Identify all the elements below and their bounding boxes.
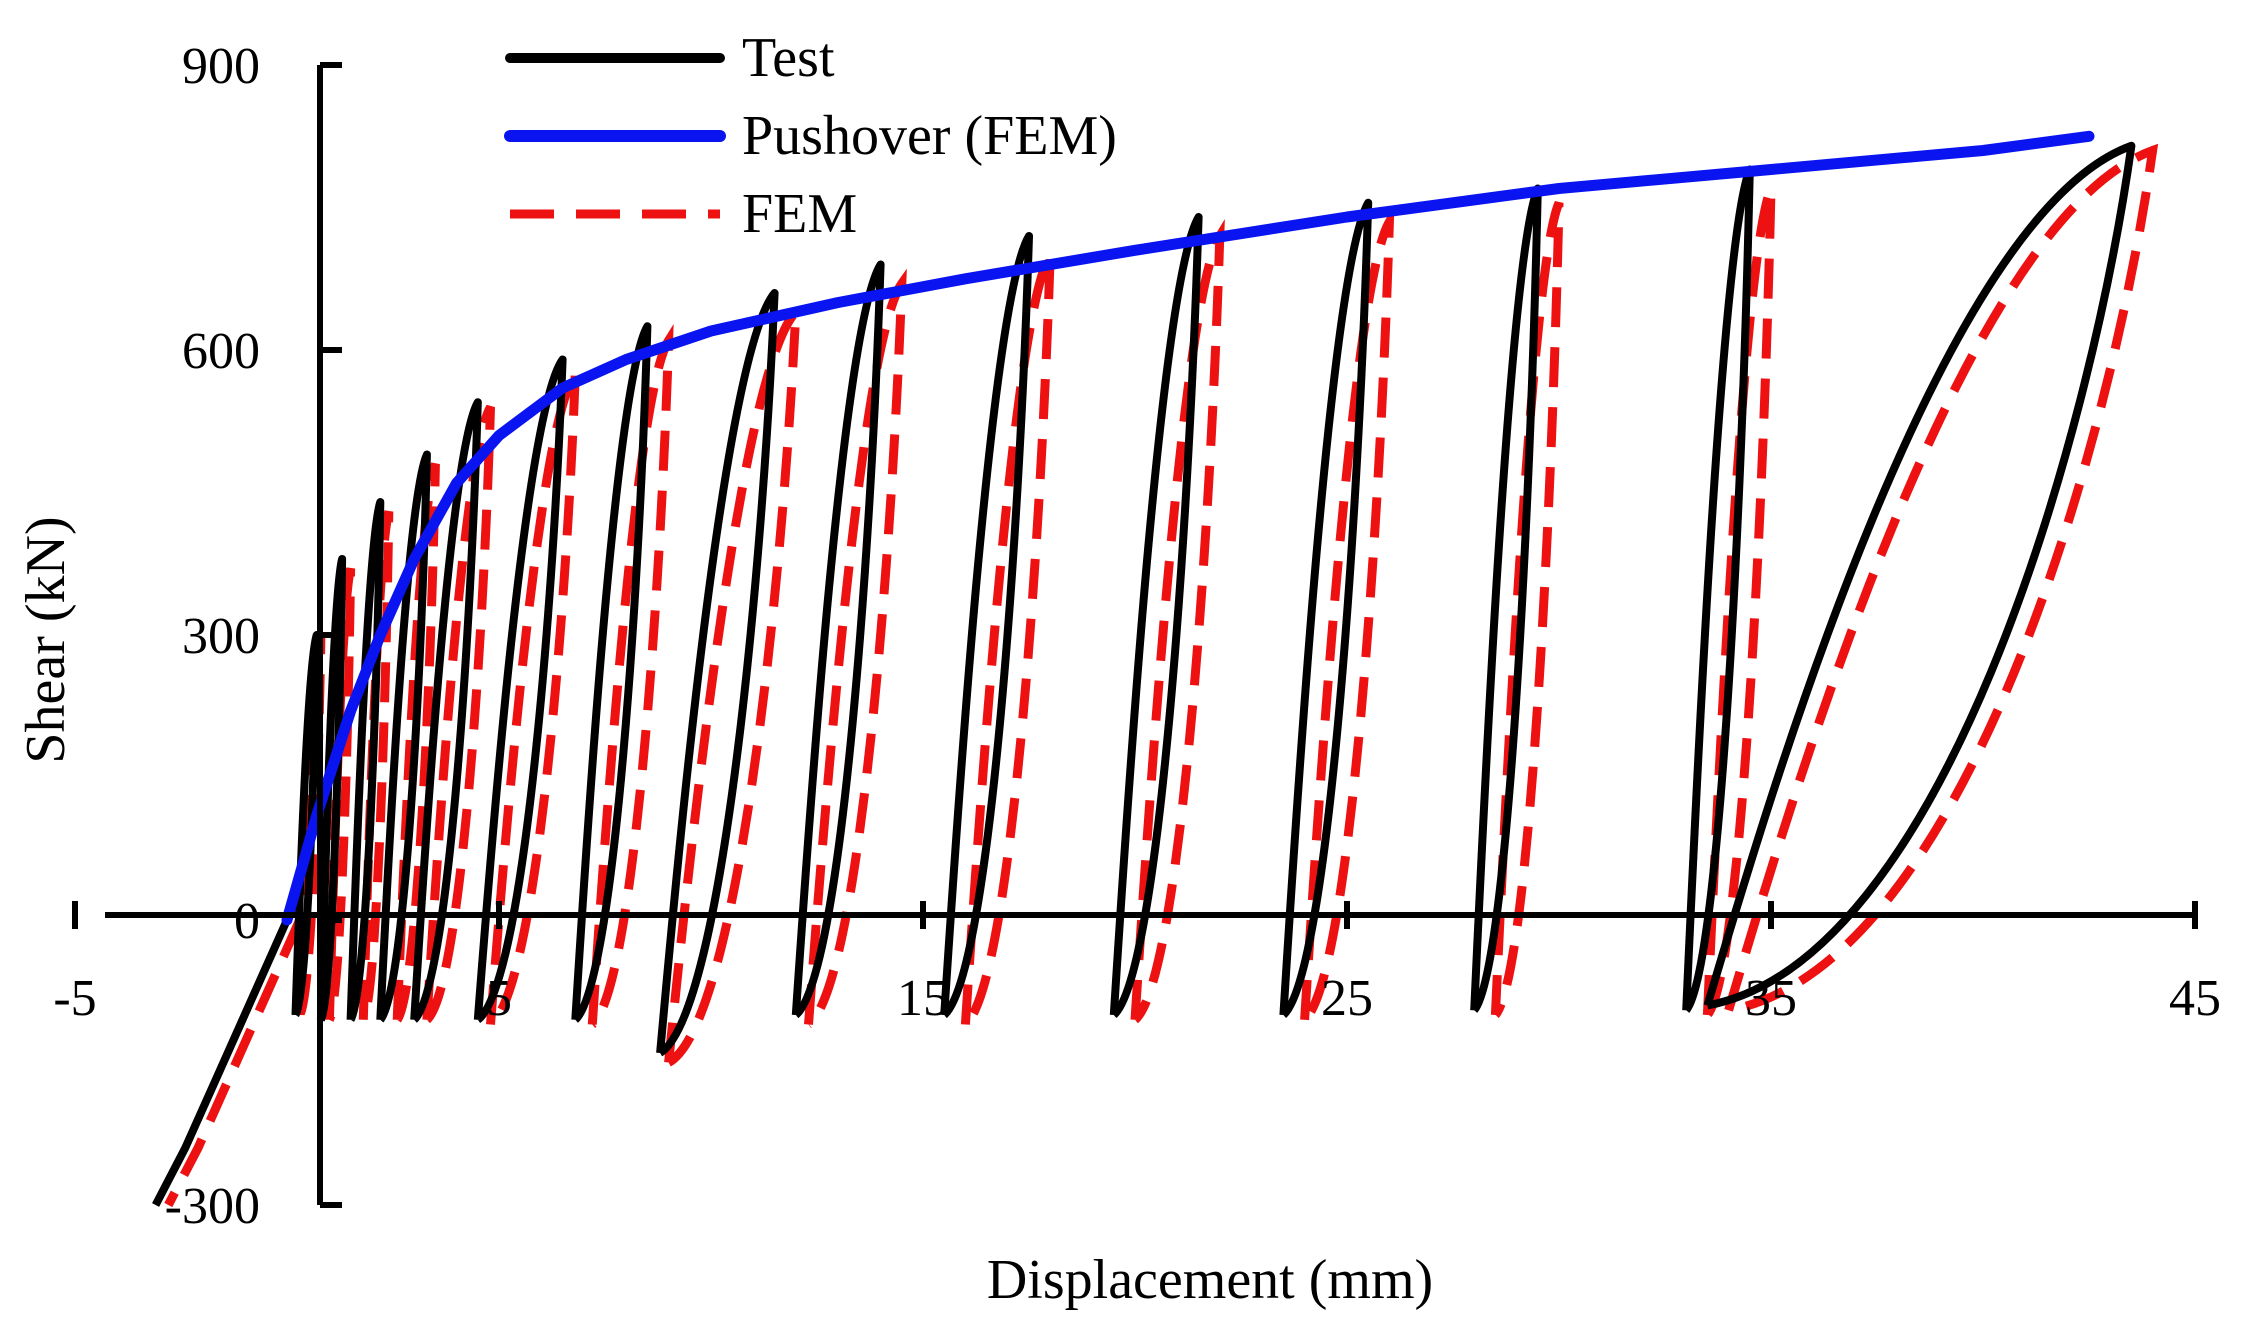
fem-loop-8 [664,300,801,1067]
y-tick-label-3: 300 [182,608,260,665]
legend-label-fem: FEM [742,183,857,245]
fem-loop-15 [1724,143,2159,1015]
test-loop-5 [410,398,482,1023]
legend-label-pushover: Pushover (FEM) [742,105,1117,167]
x-tick-label-5: 35 [1745,970,1797,1027]
tick-labels: -5 5 15 25 35 45 -300 0 300 600 900 [53,38,2221,1235]
axes [72,62,2198,1208]
fem-loop-5 [422,404,495,1024]
x-tick-label-3: 15 [897,970,949,1027]
fem-negative-branch [164,918,304,1208]
legend: Test Pushover (FEM) FEM [504,27,1117,245]
test-loop-12 [1279,198,1373,1019]
y-tick-label-5: 900 [182,38,260,95]
test-loop-11 [1109,213,1203,1019]
test-loop-10 [940,232,1033,1019]
test-loop-8 [656,289,779,1057]
y-tick-label-1: -300 [165,1178,260,1235]
fem-loop-3 [358,510,394,1022]
fem-loop-13 [1490,200,1564,1018]
test-loop-3 [346,498,385,1022]
x-tick-label-6: 45 [2169,970,2221,1027]
fem-loop-9 [804,268,907,1029]
test-loop-9 [791,260,885,1019]
legend-label-test: Test [742,27,835,89]
test-loop-15 [1703,141,2136,1010]
test-loop-7 [571,322,652,1023]
test-series-layer [152,141,2136,1207]
x-tick-label-2: 5 [486,970,512,1027]
fem-loop-12 [1300,204,1395,1024]
test-loop-6 [473,355,567,1024]
x-axis-title: Displacement (mm) [987,1249,1433,1311]
x-tick-label-1: -5 [53,970,96,1027]
pushover-series-layer [281,130,2095,926]
y-axis-title: Shear (kN) [15,516,77,763]
pushover-curve [281,130,2095,926]
x-tick-label-4: 25 [1321,970,1373,1027]
y-tick-label-2: 0 [234,893,260,950]
test-loop-2 [316,555,347,1022]
y-tick-label-4: 600 [182,323,260,380]
test-negative-branch [152,918,291,1207]
fem-loop-10 [960,238,1056,1028]
